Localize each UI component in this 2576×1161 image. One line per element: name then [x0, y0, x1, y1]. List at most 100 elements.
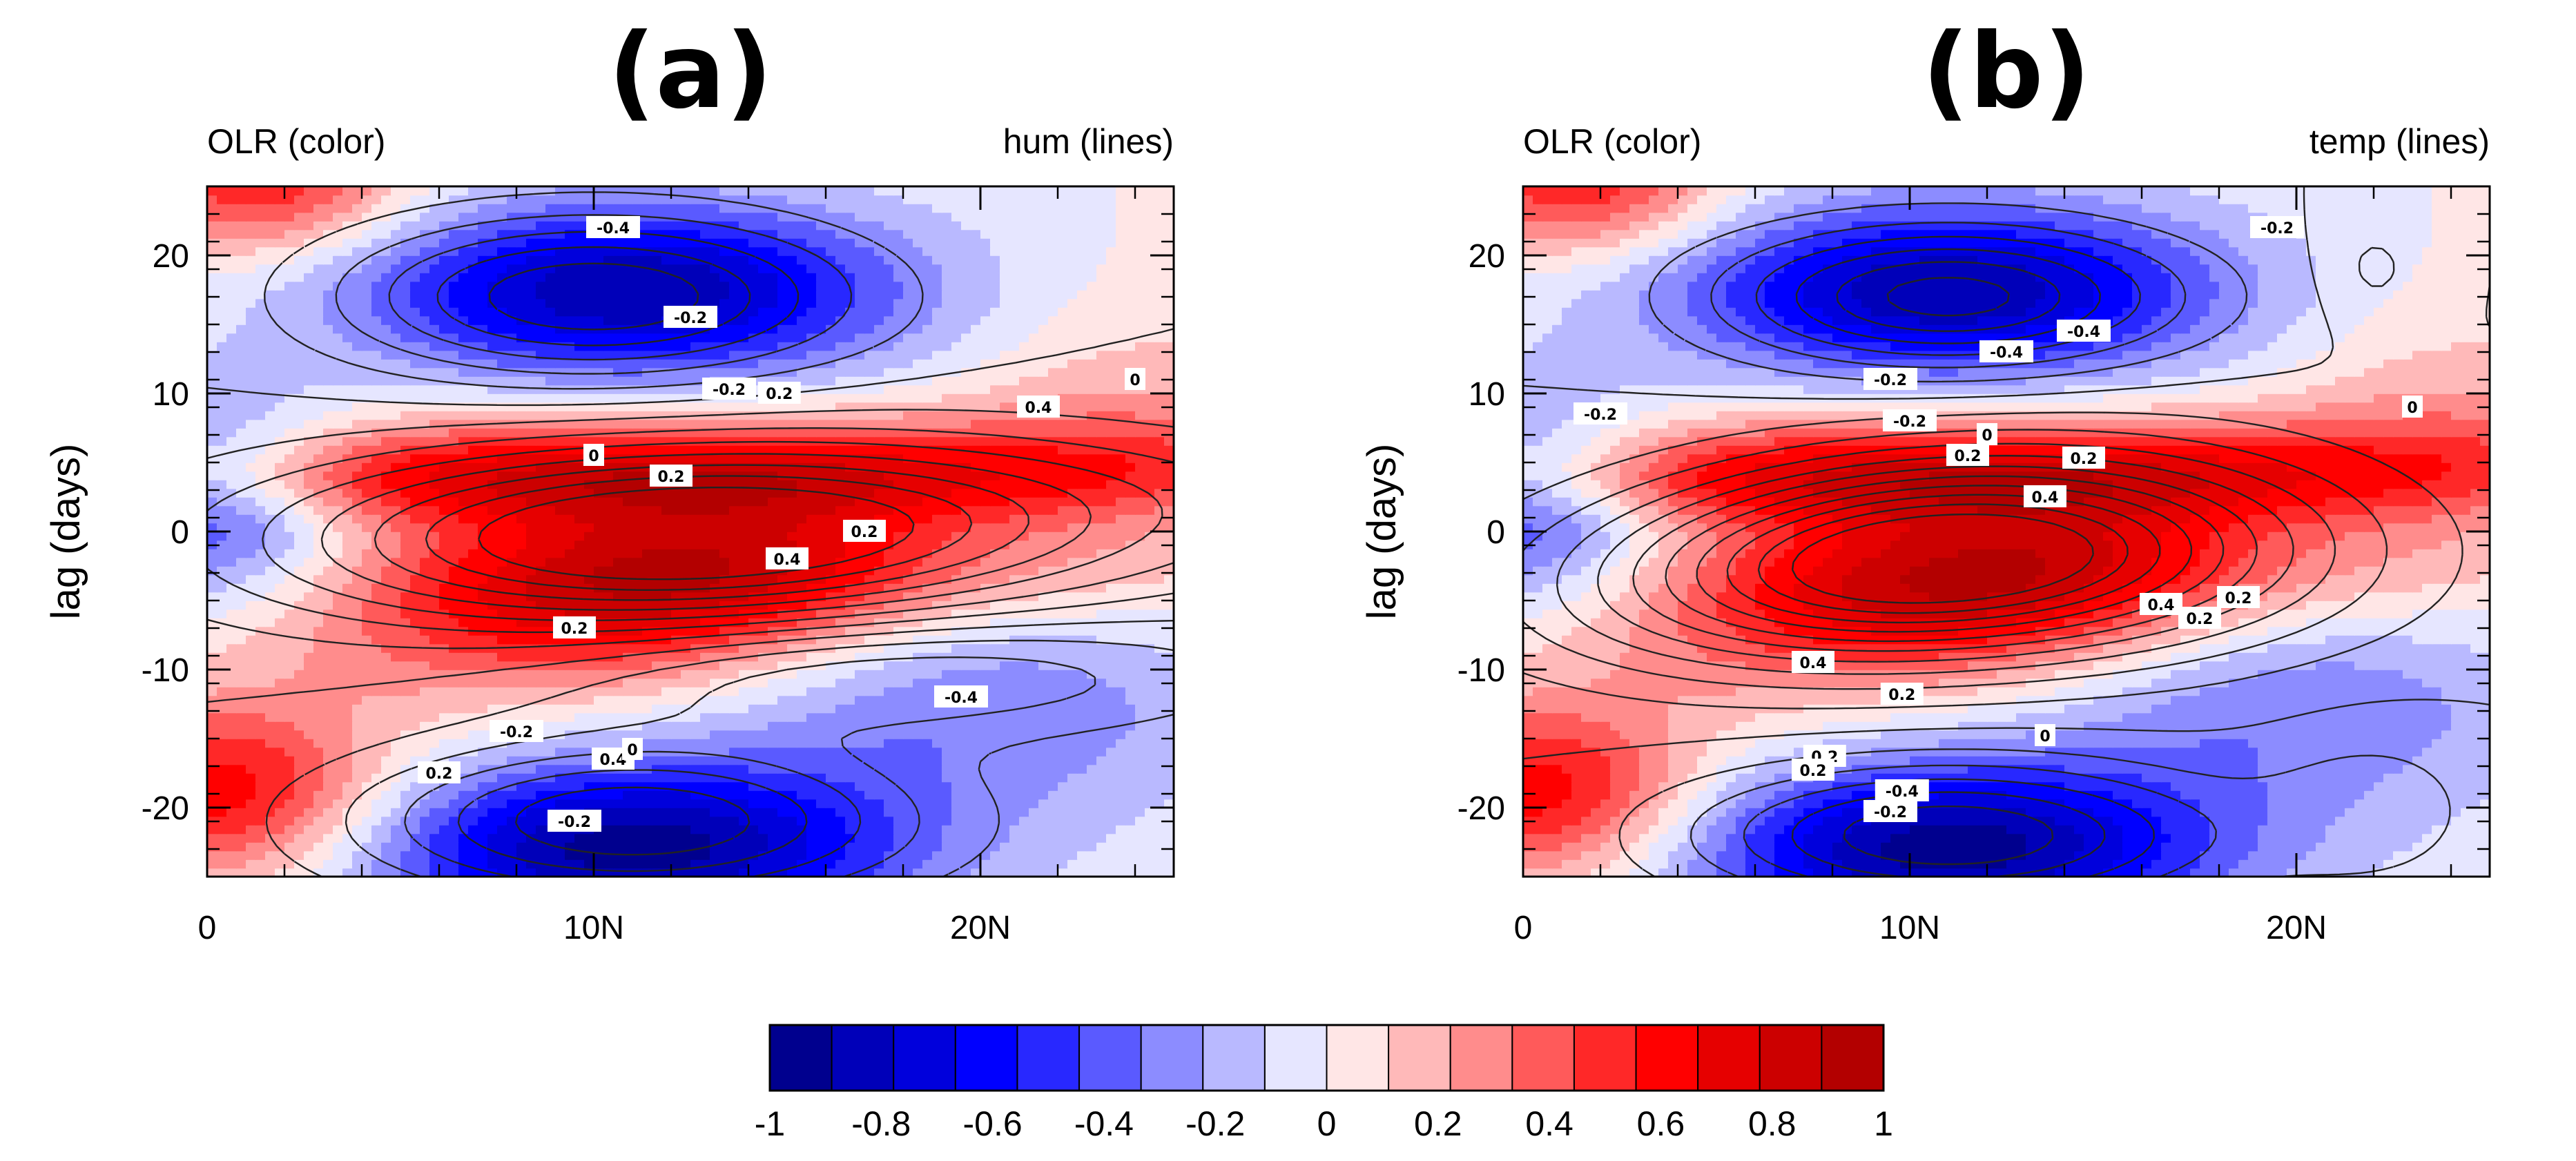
contour-line [1523, 429, 2388, 690]
contour-lines [1523, 186, 2490, 877]
contour-label: 0.2 [650, 465, 693, 487]
contour-line [1791, 514, 2094, 604]
colorbar-tick-label: -0.8 [851, 1104, 911, 1143]
left-title: OLR (color) [207, 122, 385, 161]
y-tick-label: 10 [153, 376, 189, 413]
contour-label-text: -0.2 [2260, 220, 2294, 237]
right-title: temp (lines) [2309, 122, 2490, 161]
contour-label: -0.4 [2057, 320, 2111, 342]
contour-line [488, 262, 750, 856]
contour-label-text: 0.2 [1955, 448, 1982, 465]
x-tick-label: 10N [1879, 910, 1940, 946]
contour-label: 0.2 [2062, 447, 2105, 469]
colorbar-tick-label: 0.4 [1525, 1104, 1573, 1143]
contour-label: 0 [622, 738, 643, 760]
panel-a: -0.4-0.2-0.2 0.20.4000.20.20.40.2-0.2-0.4… [43, 12, 1175, 946]
contour-line [207, 427, 1174, 634]
contour-line [1726, 494, 2161, 624]
y-tick-label: -20 [142, 790, 189, 827]
colorbar-tick-label: -0.6 [963, 1104, 1023, 1143]
panel-b: -0.2 -0.4 -0.4 -0.2 -0.2 -0.2 0 0.2 0.2 0.4 0.4 0.2… [1359, 12, 2491, 946]
contour-label-text: 0 [627, 742, 637, 759]
contour-line [388, 231, 862, 877]
colorbar-tick-label: 0.6 [1637, 1104, 1685, 1143]
contour-label: -0.4 [934, 685, 988, 708]
colorbar-swatch [1263, 1024, 1328, 1091]
colorbar-swatch [1697, 1024, 1761, 1091]
contour-label: 0.2 [757, 382, 801, 404]
contour-label-text: -0.2 [500, 724, 533, 741]
contour-label-text: 0.2 [1888, 687, 1915, 704]
contour-line [207, 328, 1174, 703]
contour-line [1743, 235, 2155, 877]
right-title: hum (lines) [1003, 122, 1174, 161]
x-tick-label: 20N [2266, 910, 2327, 946]
contour-label-text: 0.4 [774, 552, 801, 569]
contour-line [1696, 485, 2193, 633]
y-tick-label: 20 [153, 238, 189, 275]
contour-label: 0.2 [1880, 683, 1924, 705]
contour-label: -0.2 [1863, 800, 1917, 822]
contour-label-text: 0.4 [2032, 489, 2059, 507]
y-tick-label: -20 [1458, 790, 1505, 827]
colorbar-tick-label: 0 [1317, 1104, 1337, 1143]
contour-line [335, 214, 1096, 877]
contour-label: 0.4 [1792, 651, 1834, 673]
colorbar: -1 -0.8 -0.6 -0.4 -0.2 0 0.2 0.4 0.6 0.8 1 [755, 1024, 1893, 1143]
contour-label-text: -0.2 [1874, 372, 1907, 389]
x-tick-label: 0 [198, 910, 217, 946]
colorbar-tick-label: -1 [755, 1104, 785, 1143]
colorbar-tick-label: -0.4 [1074, 1104, 1134, 1143]
contour-label: 0 [2402, 396, 2423, 418]
colorbar-swatch [1388, 1024, 1451, 1091]
contour-label-text: 0.4 [1800, 655, 1827, 672]
contour-label-text: -0.4 [945, 690, 978, 707]
y-tick-label: -10 [1458, 652, 1505, 689]
colorbar-frame [768, 1024, 1885, 1092]
contour-label: 0.4 [766, 547, 808, 569]
contour-label-text: -0.2 [1874, 804, 1907, 821]
contour-label: 0.2 [553, 616, 596, 638]
contour-label-text: -0.4 [1990, 344, 2023, 362]
contour-label: 0.4 [2024, 485, 2066, 507]
colorbar-swatch [769, 1024, 833, 1091]
colorbar-swatch [1202, 1024, 1266, 1091]
contour-label-text: -0.2 [1893, 413, 1926, 431]
olr-color-field [207, 186, 1174, 877]
contour-label: -0.2 [2250, 216, 2304, 238]
contour-label: -0.4 [1875, 779, 1929, 801]
contour-label-text: 0 [2040, 728, 2050, 745]
contour-label-text: 0 [588, 448, 599, 465]
contour-line [1523, 246, 2463, 710]
panel-label: (b) [1922, 12, 2091, 132]
x-tick-label: 0 [1514, 910, 1533, 946]
contour-label-text: 0.4 [1025, 400, 1052, 417]
contour-label: 0.2 [1792, 759, 1834, 781]
colorbar-swatch [1140, 1024, 1204, 1091]
colorbar-tick-label: -0.2 [1185, 1104, 1245, 1143]
colorbar-swatch [954, 1024, 1018, 1091]
contour-line [1523, 186, 2490, 760]
contour-label: 0.2 [2178, 607, 2221, 629]
y-axis-label: lag (days) [43, 444, 88, 620]
colorbar-swatch [1016, 1024, 1081, 1091]
contour-label-text: 0.2 [2071, 451, 2098, 468]
colorbar-swatch [1078, 1024, 1142, 1091]
contour-label: -0.2 [548, 810, 601, 832]
contour-line [1632, 465, 2258, 652]
contour-label: -0.2 [1573, 402, 1627, 425]
contour-label: 0.2 [843, 520, 886, 542]
contour-line [1791, 248, 2106, 877]
colorbar-swatch [893, 1024, 956, 1091]
contour-line [1836, 261, 2061, 866]
contour-line [1665, 475, 2225, 643]
contour-label-text: -0.4 [1886, 783, 1919, 801]
contour-label-text: 0.2 [766, 386, 793, 403]
y-tick-label: 20 [1469, 238, 1505, 275]
contour-line [436, 246, 808, 872]
contour-label-text: 0.2 [851, 524, 878, 541]
left-title: OLR (color) [1523, 122, 1701, 161]
colorbar-tick-label: 1 [1874, 1104, 1893, 1143]
contour-label-text: -0.2 [1584, 407, 1617, 424]
